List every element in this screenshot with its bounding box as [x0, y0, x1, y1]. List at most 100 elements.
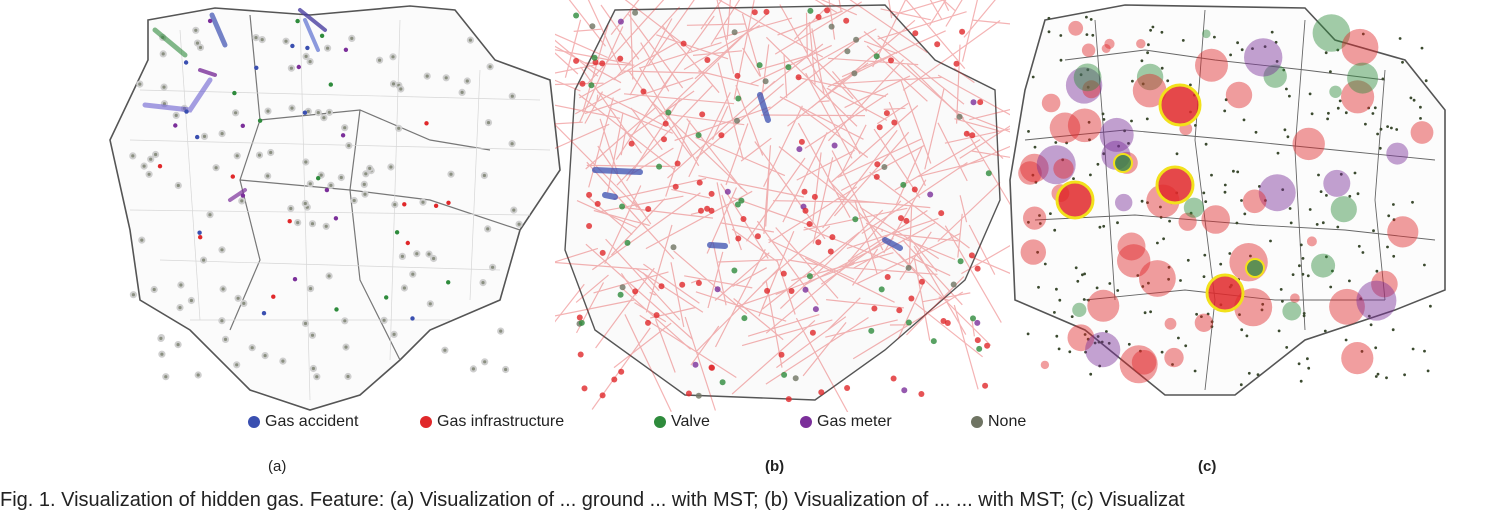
- map-c-svg: [1009, 4, 1446, 396]
- none-dot-icon: [971, 416, 983, 428]
- node-dot: [1117, 144, 1120, 148]
- graph-node: [891, 119, 898, 126]
- graph-edge: [643, 263, 700, 304]
- risk-bubble: [1341, 342, 1374, 375]
- node-dot: [1059, 34, 1063, 37]
- legend-item-none: None: [971, 413, 1026, 431]
- node-dot: [1160, 66, 1164, 70]
- node-dot: [1276, 151, 1280, 155]
- node-dot: [1247, 371, 1251, 375]
- graph-node: [695, 132, 702, 139]
- node-dot: [1277, 329, 1281, 333]
- risk-bubble: [1386, 142, 1409, 165]
- node-dot: [1159, 215, 1163, 219]
- graph-node: [959, 28, 966, 35]
- node-dot: [1254, 130, 1258, 134]
- graph-edge: [555, 283, 585, 323]
- node-dot: [1372, 229, 1375, 233]
- graph-edge: [908, 256, 951, 277]
- node-dot: [1167, 277, 1170, 281]
- graph-edge: [726, 0, 731, 40]
- graph-edge: [640, 42, 670, 92]
- graph-node: [741, 315, 748, 322]
- graph-node: [938, 210, 945, 217]
- graph-edge: [578, 93, 675, 170]
- risk-bubble: [1282, 301, 1302, 321]
- graph-edge: [759, 53, 813, 71]
- graph-node: [785, 64, 792, 71]
- graph-node: [591, 54, 598, 61]
- node-dot: [1168, 219, 1171, 223]
- risk-bubble: [1068, 20, 1084, 36]
- none-marker: [160, 83, 168, 91]
- node-dot: [1329, 70, 1332, 74]
- district-outline-b: [564, 4, 1001, 401]
- graph-node: [588, 82, 595, 89]
- none-marker: [258, 36, 266, 44]
- risk-bubble: [1178, 212, 1197, 231]
- graph-edge: [954, 118, 999, 132]
- category-marker: [340, 133, 346, 138]
- none-marker: [308, 220, 317, 228]
- graph-edge: [894, 139, 981, 191]
- node-dot: [1240, 48, 1244, 52]
- legend-item-gas-accident: Gas accident: [248, 413, 358, 431]
- node-dot: [1074, 266, 1078, 270]
- graph-node: [632, 9, 639, 16]
- graph-node: [890, 375, 897, 382]
- graph-node: [818, 389, 825, 396]
- node-dot: [1336, 48, 1340, 52]
- none-marker: [138, 236, 146, 244]
- graph-edge: [613, 322, 672, 369]
- graph-node: [851, 70, 858, 77]
- none-marker: [390, 330, 398, 338]
- graph-edge: [725, 123, 749, 186]
- node-dot: [1087, 120, 1091, 124]
- none-marker: [302, 52, 310, 61]
- graph-edge: [758, 230, 795, 317]
- node-dot: [1329, 285, 1333, 289]
- graph-edge: [716, 182, 731, 244]
- graph-edge: [839, 124, 867, 177]
- graph-edge: [574, 88, 621, 115]
- category-marker: [183, 60, 189, 65]
- node-dot: [1160, 30, 1164, 34]
- graph-node: [903, 217, 910, 224]
- none-marker: [147, 155, 155, 163]
- risk-bubble: [1020, 153, 1049, 183]
- category-marker: [305, 45, 310, 51]
- category-marker: [157, 164, 163, 169]
- category-marker: [295, 18, 300, 24]
- graph-node: [781, 371, 788, 378]
- graph-node: [698, 207, 704, 214]
- graph-edge: [750, 44, 832, 85]
- graph-edge: [971, 150, 1010, 158]
- node-dot: [1038, 214, 1041, 217]
- none-marker: [287, 64, 295, 72]
- graph-edge: [584, 91, 604, 124]
- graph-edge: [688, 92, 731, 178]
- node-dot: [1031, 75, 1035, 79]
- graph-node: [756, 62, 763, 69]
- graph-edge: [575, 274, 609, 303]
- risk-bubble: [1081, 43, 1096, 57]
- graph-edge: [877, 35, 965, 105]
- node-dot: [1088, 138, 1091, 142]
- none-marker: [307, 285, 315, 293]
- graph-edge: [922, 292, 971, 303]
- graph-edge: [929, 0, 943, 20]
- node-dot: [1379, 127, 1383, 131]
- category-marker: [410, 316, 415, 321]
- none-marker: [466, 36, 474, 44]
- node-dot: [1195, 312, 1198, 316]
- map-panel-b: [555, 0, 1010, 412]
- graph-edge: [627, 69, 692, 157]
- none-marker: [441, 346, 449, 354]
- risk-bubble: [1202, 29, 1211, 39]
- graph-edge: [588, 97, 614, 188]
- node-dot: [1210, 325, 1214, 328]
- graph-edge: [779, 209, 884, 310]
- graph-edge: [671, 188, 711, 199]
- node-dot: [1423, 263, 1426, 267]
- graph-edge: [747, 314, 820, 337]
